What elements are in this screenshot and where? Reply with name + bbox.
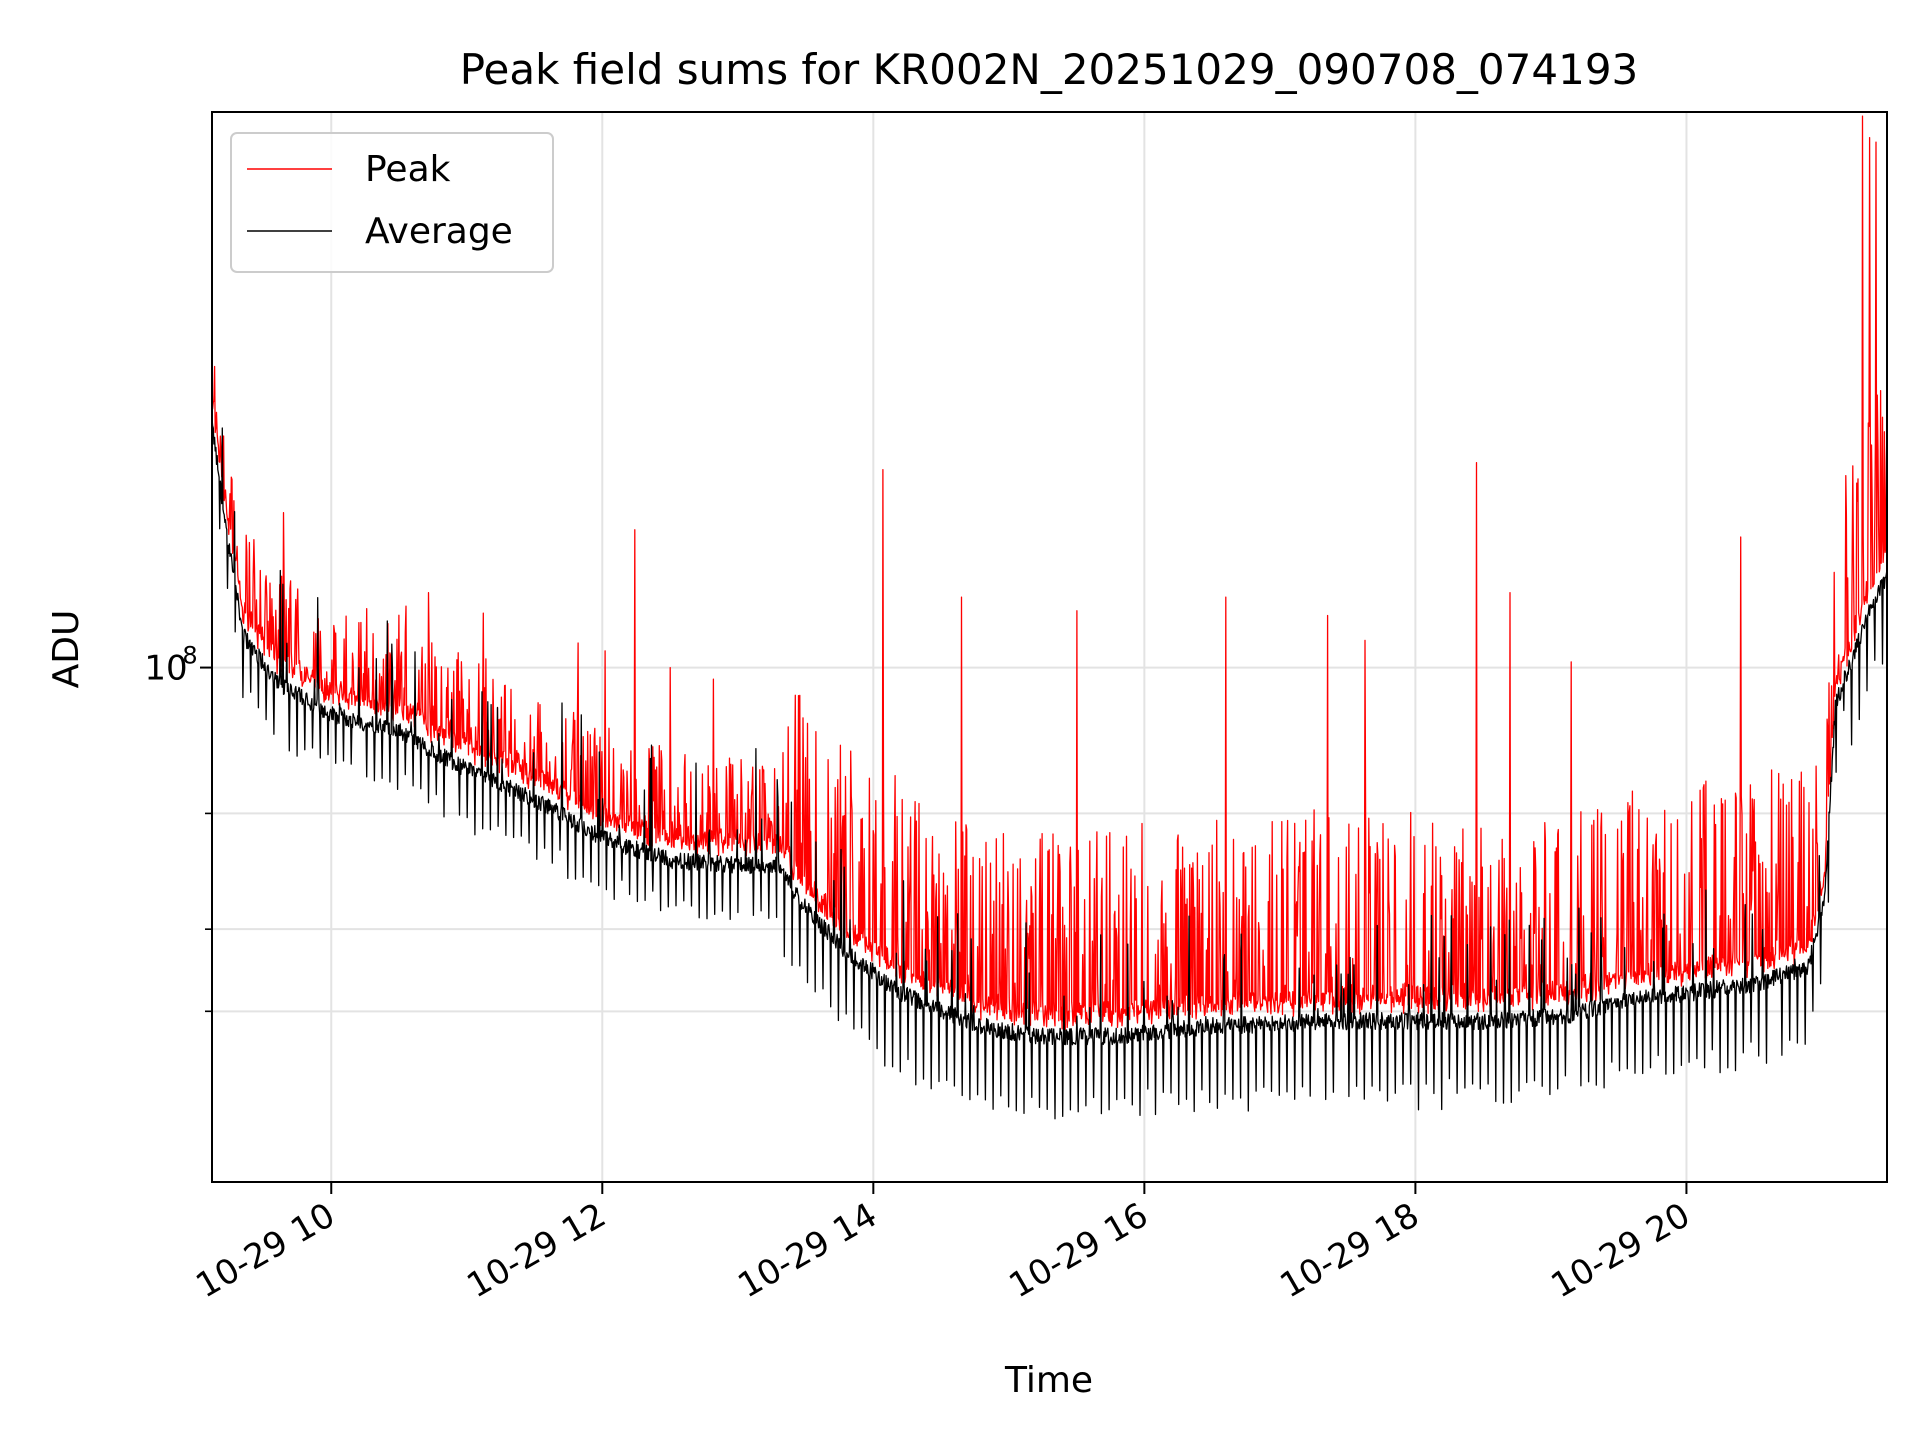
y-tick-label: 10	[144, 649, 187, 689]
chart-title: Peak field sums for KR002N_20251029_0907…	[460, 45, 1639, 94]
x-axis-label: Time	[1004, 1360, 1093, 1401]
y-tick-exponent: 8	[182, 642, 197, 670]
grid	[212, 112, 1887, 1182]
plot-frame	[211, 111, 1888, 1183]
legend-box	[230, 132, 554, 273]
series-layer	[212, 115, 1887, 1120]
y-axis: 108	[144, 642, 212, 1013]
legend-label-peak: Peak	[365, 149, 451, 190]
legend-label-average: Average	[365, 211, 513, 252]
legend: Peak Average	[230, 132, 554, 273]
series-line-average	[212, 417, 1887, 1120]
y-axis-label: ADU	[46, 610, 87, 689]
